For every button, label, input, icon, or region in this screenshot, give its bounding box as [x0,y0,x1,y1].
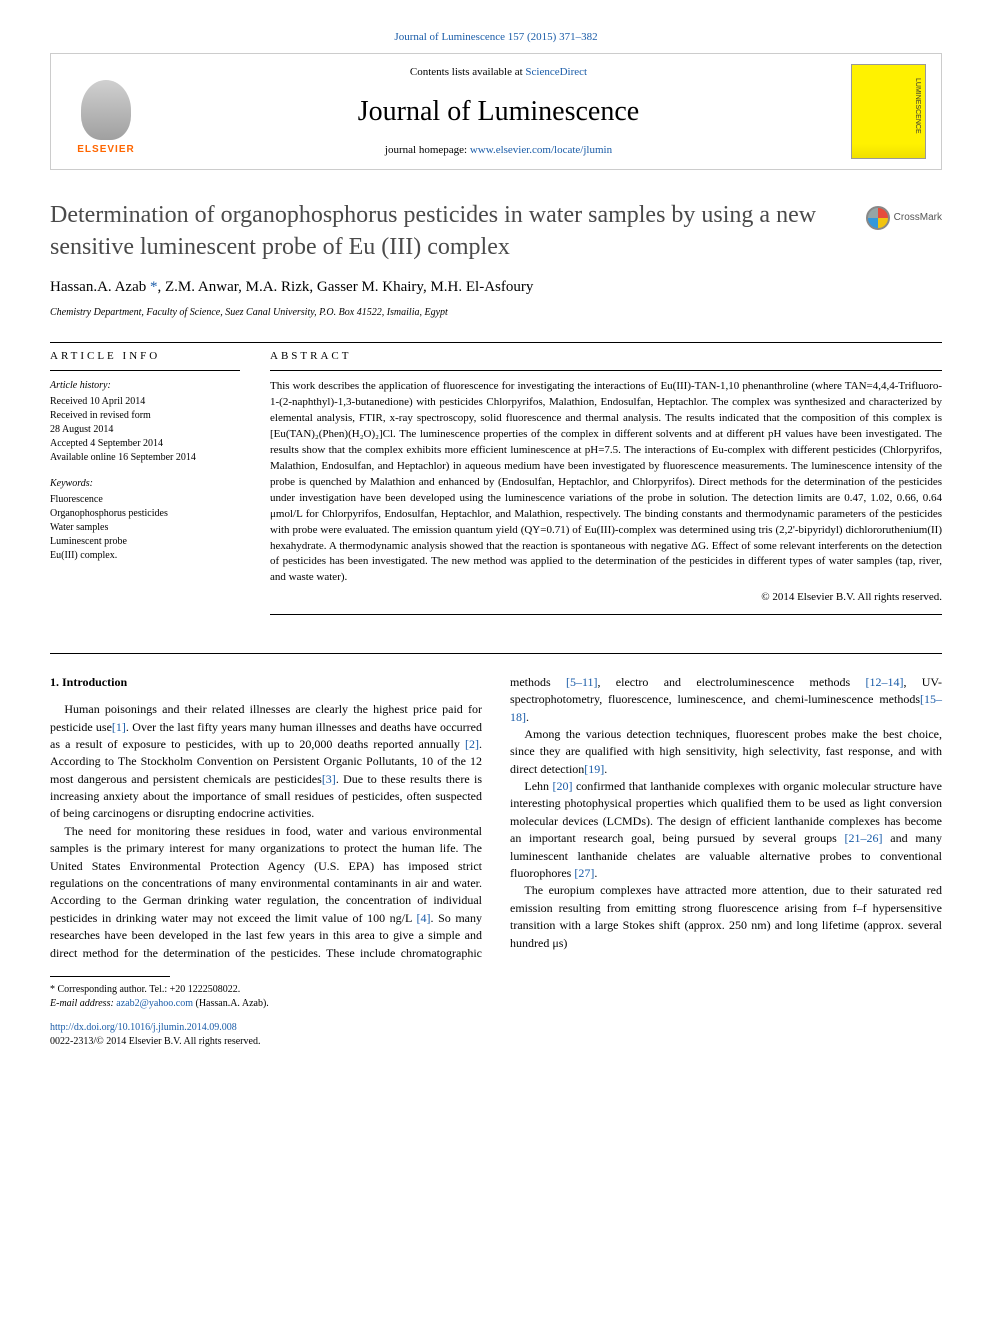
ref-link[interactable]: [1] [112,720,126,734]
article-info-heading: ARTICLE INFO [50,349,240,364]
info-abstract-row: ARTICLE INFO Article history: Received 1… [50,349,942,623]
ref-link[interactable]: [21–26] [845,831,883,845]
affiliation: Chemistry Department, Faculty of Science… [50,306,942,320]
crossmark-badge[interactable]: CrossMark [866,206,942,230]
elsevier-logo: ELSEVIER [66,67,146,157]
issn-copyright: 0022-2313/© 2014 Elsevier B.V. All right… [50,1036,260,1047]
sciencedirect-link[interactable]: ScienceDirect [525,66,587,78]
crossmark-label: CrossMark [894,211,942,225]
abstract-column: ABSTRACT This work describes the applica… [270,349,942,623]
body-text: . [594,866,597,880]
cover-label: LUMINESCENCE [912,78,922,134]
doi-link[interactable]: http://dx.doi.org/10.1016/j.jlumin.2014.… [50,1022,237,1033]
body-paragraph: Among the various detection techniques, … [510,726,942,778]
article-info-column: ARTICLE INFO Article history: Received 1… [50,349,240,623]
citation-line: Journal of Luminescence 157 (2015) 371–3… [50,30,942,45]
contents-line: Contents lists available at ScienceDirec… [146,65,851,80]
thin-divider [270,370,942,371]
keywords-block: Keywords: Fluorescence Organophosphorus … [50,477,240,563]
body-text: . [526,710,529,724]
ref-link[interactable]: [5–11] [566,675,598,689]
elsevier-tree-icon [81,80,131,140]
homepage-prefix: journal homepage: [385,144,470,156]
keywords-text: Fluorescence Organophosphorus pesticides… [50,493,240,563]
body-text: Among the various detection techniques, … [510,727,942,776]
divider [50,342,942,343]
ref-link[interactable]: [4] [416,911,430,925]
main-divider [50,653,942,654]
corr-author-mark: * [146,279,157,295]
body-text: . [604,762,607,776]
journal-cover-thumbnail: LUMINESCENCE [851,64,926,159]
history-label: Article history: [50,379,240,393]
body-text: Lehn [524,779,552,793]
email-footnote: E-mail address: azab2@yahoo.com (Hassan.… [50,997,942,1011]
footnote-divider [50,976,170,977]
history-text: Received 10 April 2014 Received in revis… [50,395,240,465]
abstract-heading: ABSTRACT [270,349,942,364]
ref-link[interactable]: [27] [574,866,594,880]
email-suffix: (Hassan.A. Azab). [193,998,269,1009]
email-link[interactable]: azab2@yahoo.com [116,998,193,1009]
body-paragraph: Lehn [20] confirmed that lanthanide comp… [510,778,942,882]
thin-divider [270,614,942,615]
crossmark-icon [866,206,890,230]
body-text: , electro and electroluminescence method… [598,675,866,689]
elsevier-label: ELSEVIER [77,143,134,157]
contents-prefix: Contents lists available at [410,66,525,78]
corresponding-author-footnote: * Corresponding author. Tel.: +20 122250… [50,983,942,997]
authors-line: Hassan.A. Azab *, Z.M. Anwar, M.A. Rizk,… [50,277,942,298]
authors-rest: , Z.M. Anwar, M.A. Rizk, Gasser M. Khair… [157,279,533,295]
body-paragraph: The europium complexes have attracted mo… [510,882,942,952]
body-two-column: 1. Introduction Human poisonings and the… [50,674,942,962]
homepage-link[interactable]: www.elsevier.com/locate/jlumin [470,144,612,156]
body-text: The europium complexes have attracted mo… [510,883,942,949]
email-label: E-mail address: [50,998,116,1009]
abstract-copyright: © 2014 Elsevier B.V. All rights reserved… [270,590,942,605]
abstract-text: This work describes the application of f… [270,379,942,586]
ref-link[interactable]: [12–14] [865,675,903,689]
journal-name: Journal of Luminescence [146,92,851,131]
authors-text: Hassan.A. Azab [50,279,146,295]
article-title: Determination of organophosphorus pestic… [50,200,846,262]
title-row: Determination of organophosphorus pestic… [50,200,942,262]
ref-link[interactable]: [19] [584,762,604,776]
ref-link[interactable]: [2] [465,737,479,751]
doi-block: http://dx.doi.org/10.1016/j.jlumin.2014.… [50,1021,942,1049]
ref-link[interactable]: [20] [553,779,573,793]
section-1-heading: 1. Introduction [50,674,482,691]
body-paragraph: Human poisonings and their related illne… [50,701,482,823]
keywords-label: Keywords: [50,477,240,491]
journal-header: ELSEVIER Contents lists available at Sci… [50,53,942,170]
thin-divider [50,370,240,371]
header-center: Contents lists available at ScienceDirec… [146,65,851,159]
ref-link[interactable]: [3] [322,772,336,786]
homepage-line: journal homepage: www.elsevier.com/locat… [146,143,851,158]
